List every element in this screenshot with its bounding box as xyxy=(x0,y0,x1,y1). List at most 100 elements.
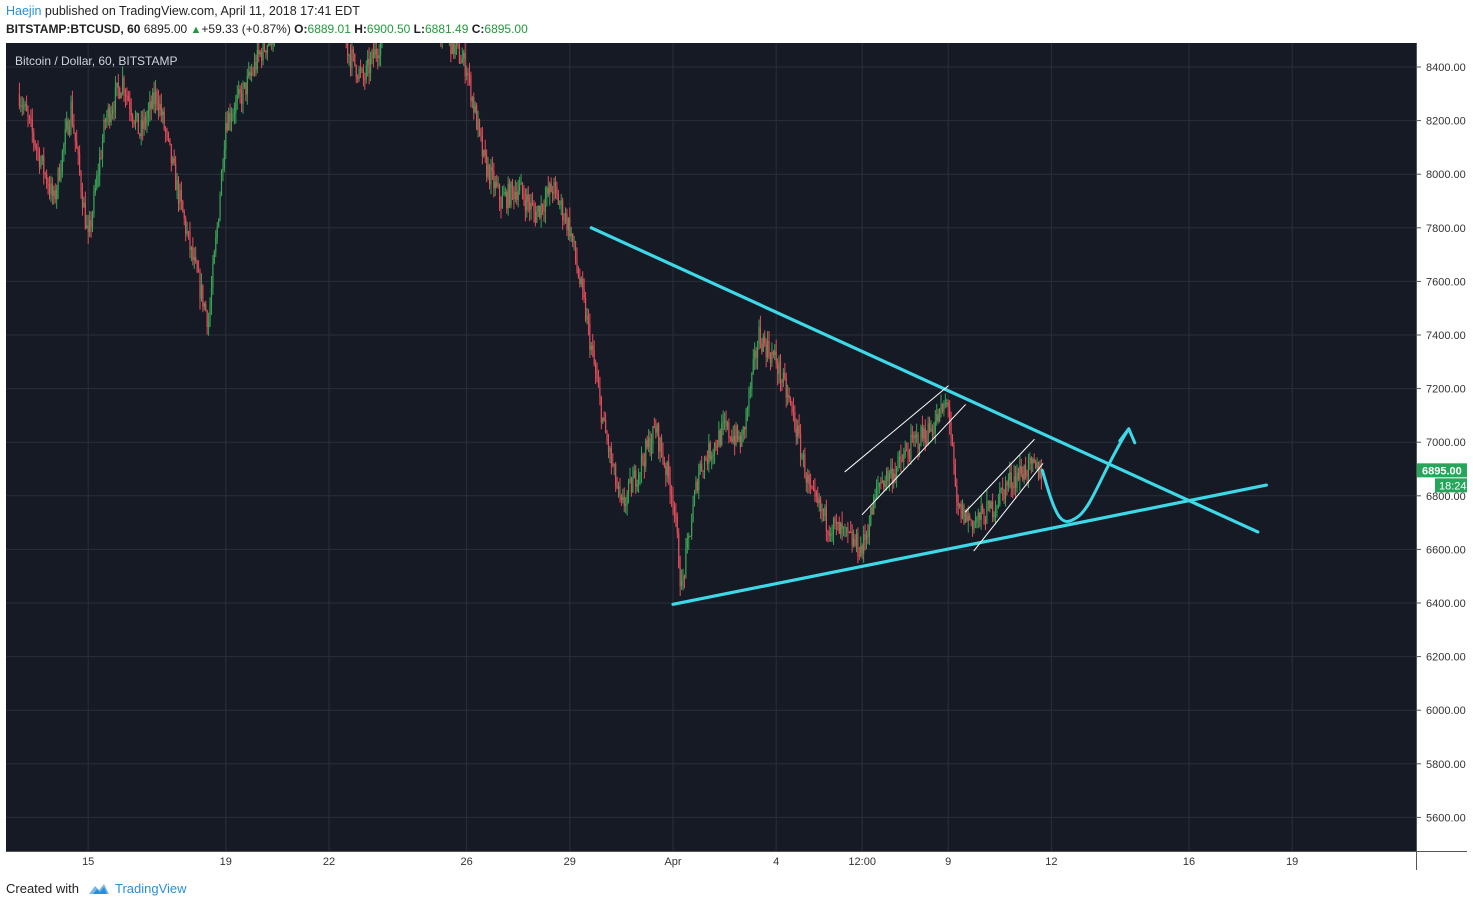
candle-body xyxy=(749,388,751,390)
candle-body xyxy=(999,489,1001,505)
candle-body xyxy=(152,92,154,109)
candle-body xyxy=(831,532,833,535)
candle-body xyxy=(602,417,604,423)
x-tick-label: 9 xyxy=(945,856,951,868)
time-axis xyxy=(6,851,1416,870)
candle-body xyxy=(812,488,815,490)
candle-body xyxy=(216,226,218,238)
candle-body xyxy=(713,443,716,454)
candle-body xyxy=(828,532,830,536)
candle-body xyxy=(992,501,994,518)
candle-body xyxy=(689,535,691,537)
candle-body xyxy=(643,461,645,467)
candle-body xyxy=(751,372,753,389)
candle-body xyxy=(864,533,866,540)
candle-body xyxy=(503,194,505,196)
candle-body xyxy=(627,481,630,494)
candle-body xyxy=(897,456,899,469)
candle-body xyxy=(54,190,56,200)
candle-body xyxy=(487,164,489,177)
candle-body xyxy=(263,43,266,51)
candle-body xyxy=(645,440,647,467)
candle-body xyxy=(659,437,661,452)
candle-body xyxy=(70,101,72,128)
candle-body xyxy=(709,443,711,460)
candle-body xyxy=(34,141,36,147)
candle-body xyxy=(474,105,476,113)
candle-body xyxy=(64,129,66,145)
candle-body xyxy=(719,430,721,445)
candle-body xyxy=(802,454,805,457)
candle-body xyxy=(153,92,155,105)
candle-body xyxy=(811,487,813,489)
x-tick-label: 26 xyxy=(460,856,472,868)
candle-body xyxy=(630,478,633,493)
candle-body xyxy=(896,468,898,478)
candle-body xyxy=(183,212,185,219)
y-tick-label: 7600.00 xyxy=(1426,276,1466,288)
candle-body xyxy=(51,183,53,197)
candle-body xyxy=(83,202,85,208)
candle-body xyxy=(173,157,175,164)
candle-body xyxy=(252,72,254,74)
candle-body xyxy=(997,504,999,507)
candle-body xyxy=(656,424,658,433)
candle-body xyxy=(914,434,916,438)
candle-body xyxy=(144,116,147,125)
candle-body xyxy=(983,512,985,524)
candle-body xyxy=(946,402,948,404)
candle-body xyxy=(355,65,357,77)
candle-body xyxy=(994,507,997,515)
candle-body xyxy=(619,486,621,496)
candle-body xyxy=(863,533,865,554)
candle-body xyxy=(107,107,109,117)
candle-body xyxy=(607,440,610,453)
candle-body xyxy=(881,480,883,484)
candle-body xyxy=(605,419,607,434)
candle-body xyxy=(632,477,634,493)
candle-body xyxy=(818,499,820,504)
candle-body xyxy=(1004,482,1007,499)
x-tick-label: 12 xyxy=(1045,856,1057,868)
candle-body xyxy=(712,453,714,457)
y-tick-label: 6400.00 xyxy=(1426,598,1466,610)
candle-body xyxy=(954,464,956,487)
candle-body xyxy=(176,180,178,191)
candle-body xyxy=(100,157,102,159)
candle-body xyxy=(513,188,515,200)
candle-body xyxy=(43,155,45,174)
candle-body xyxy=(672,495,674,506)
candle-body xyxy=(810,484,812,488)
x-tick-label: 4 xyxy=(773,856,779,868)
candle-body xyxy=(851,532,853,546)
candle-body xyxy=(838,522,840,534)
candle-body xyxy=(877,486,879,488)
candle-body xyxy=(670,494,673,496)
high-value: 6900.50 xyxy=(366,22,411,36)
candle-body xyxy=(1010,472,1012,488)
candle-body xyxy=(845,527,848,529)
candle-body xyxy=(715,443,717,447)
chart-area[interactable]: 8400.00 8200.00 8000.00 7800.00 7600.00 7400.… xyxy=(6,43,1467,870)
candle-body xyxy=(788,394,790,399)
x-tick-label: 19 xyxy=(220,856,232,868)
candle-body xyxy=(136,113,138,118)
footer: Created with TradingView xyxy=(6,881,187,896)
candle-body xyxy=(971,520,974,530)
candle-body xyxy=(507,183,509,209)
candle-body xyxy=(553,182,555,195)
author-link[interactable]: Haejin xyxy=(6,4,42,18)
candle-body xyxy=(1040,468,1042,479)
candle-body xyxy=(514,191,516,200)
tradingview-link[interactable]: TradingView xyxy=(114,881,187,896)
candle-body xyxy=(232,113,234,118)
candle-body xyxy=(718,430,720,448)
candle-body xyxy=(143,116,145,129)
price-chart[interactable]: 8400.00 8200.00 8000.00 7800.00 7600.00 7400.… xyxy=(6,43,1467,870)
candle-body xyxy=(875,487,878,497)
candle-body xyxy=(837,522,839,524)
candle-body xyxy=(116,82,118,88)
candle-body xyxy=(150,101,152,109)
candle-body xyxy=(577,268,579,278)
y-tick-label: 5600.00 xyxy=(1426,812,1466,824)
